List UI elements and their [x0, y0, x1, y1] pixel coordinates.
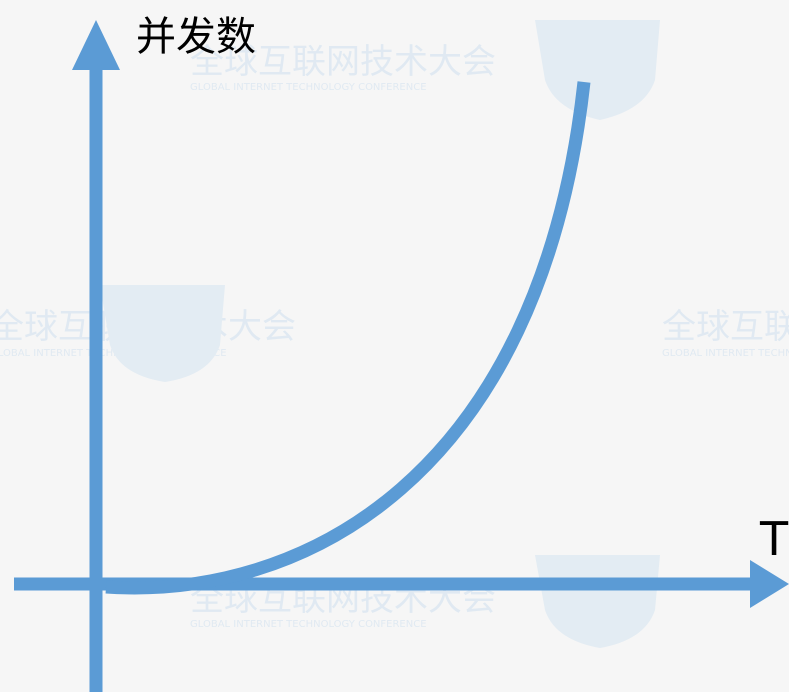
watermark-logo-top [535, 20, 660, 120]
watermark-subtitle-left: GLOBAL INTERNET TECHNOLOGY CONFERENCE [0, 348, 227, 359]
watermark-top: 全球互联网技术大会 GLOBAL INTERNET TECHNOLOGY CON… [190, 20, 660, 120]
watermark-subtitle-top: GLOBAL INTERNET TECHNOLOGY CONFERENCE [190, 82, 427, 93]
watermark-subtitle-bottom: GLOBAL INTERNET TECHNOLOGY CONFERENCE [190, 619, 427, 630]
watermark-right: 全球互联网技术大会 GLOBAL INTERNET TECHNOLOGY CON… [662, 307, 789, 359]
x-axis-label: T [759, 512, 789, 566]
watermark-logo-bottom [535, 555, 660, 648]
y-axis-arrowhead [72, 20, 120, 70]
watermark-title-right: 全球互联网技术大会 [662, 307, 789, 347]
watermark-left: 全球互联网技术大会 GLOBAL INTERNET TECHNOLOGY CON… [0, 285, 296, 382]
watermark-logo-left [100, 285, 225, 382]
growth-curve [105, 81, 591, 595]
y-axis-label: 并发数 [136, 14, 256, 60]
x-axis-arrowhead [750, 560, 789, 608]
watermark-subtitle-right: GLOBAL INTERNET TECHNOLOGY CONFERENCE [662, 348, 789, 359]
watermark-title-top: 全球互联网技术大会 [190, 42, 496, 82]
